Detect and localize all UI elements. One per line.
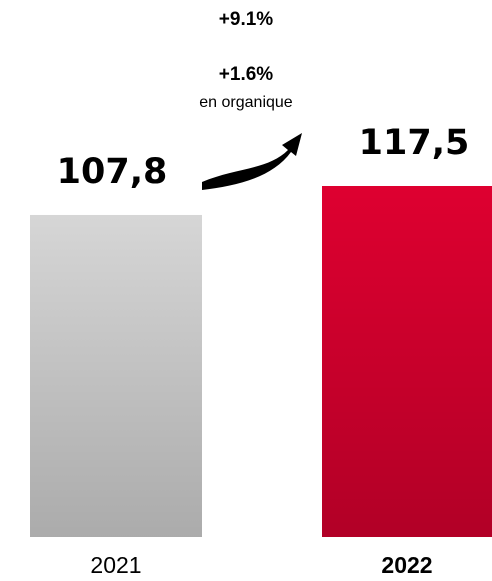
x-tick-label: 2021 — [90, 552, 141, 578]
bar-shade — [30, 214, 202, 537]
value-label: 117,5 — [359, 123, 470, 163]
annotation: +1.6% — [219, 64, 274, 85]
x-tick-label: 2022 — [381, 552, 432, 578]
value-label: 107,8 — [57, 152, 168, 192]
bar-shade — [322, 186, 492, 537]
growth-arrow — [202, 133, 302, 190]
annotation: +9.1% — [219, 9, 274, 30]
annotation: en organique — [199, 94, 293, 111]
